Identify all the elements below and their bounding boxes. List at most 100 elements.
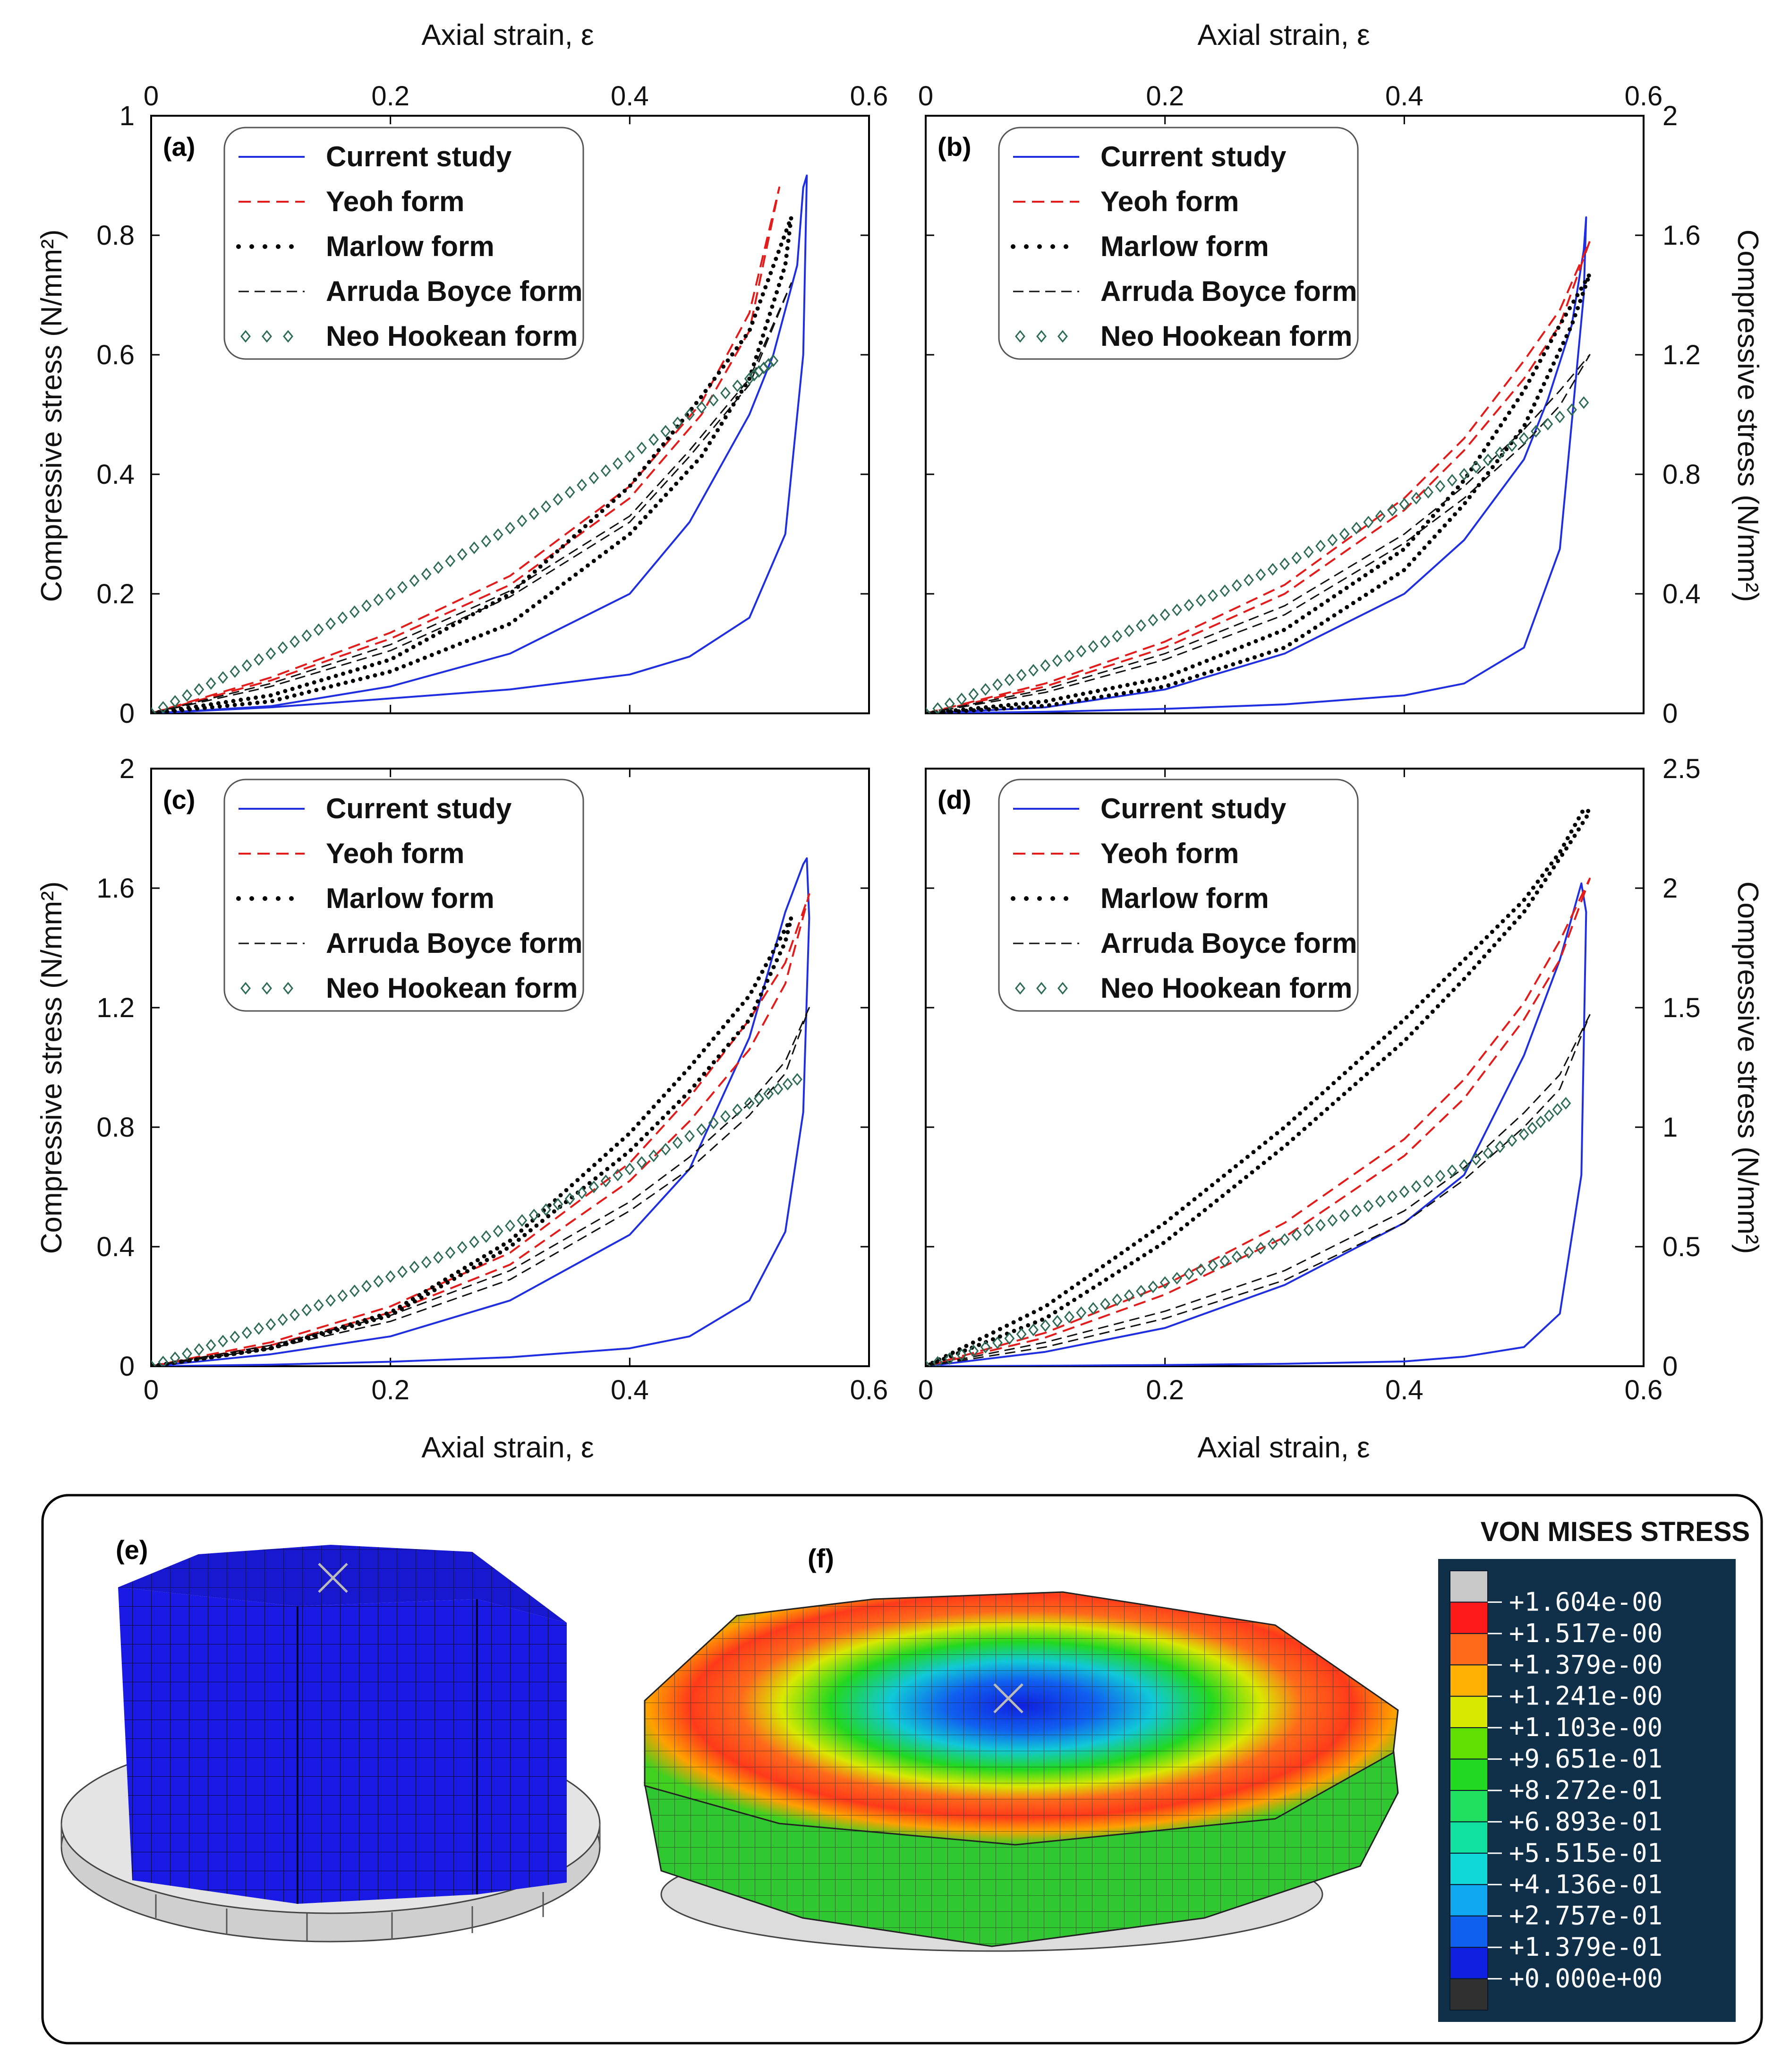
panel-c-xlabel-bottom: Axial strain, ε — [421, 1431, 594, 1464]
series-neo-hookean-form-point — [932, 1356, 943, 1366]
series-neo-hookean-form-point — [1088, 1302, 1099, 1315]
y-tick-label: 0.4 — [1662, 579, 1701, 609]
series-neo-hookean-form-point — [1004, 1332, 1015, 1345]
y-tick-label: 1.2 — [1662, 340, 1701, 370]
panel-b: 0 0.2 0.4 0.6 0 0.4 0.8 1.2 1.6 2 (b) Axial strai… — [918, 19, 1764, 729]
legend-label: Yeoh form — [1100, 838, 1239, 869]
series-neo-hookean-form-point — [493, 1224, 503, 1238]
series-neo-hookean-form-point — [1303, 1224, 1314, 1236]
series-neo-hookean-form-point — [672, 1136, 683, 1149]
series-neo-hookean-form-point — [325, 1294, 336, 1307]
series-neo-hookean-form-point — [753, 1092, 764, 1105]
series-neo-hookean-form-point — [541, 1203, 551, 1216]
series-neo-hookean-form-point — [577, 479, 587, 492]
series-neo-hookean-form-point — [660, 425, 671, 438]
colorbar-value: +1.517e-00 — [1509, 1618, 1662, 1648]
series-neo-hookean-form-point — [481, 1230, 492, 1243]
series-yeoh-form — [151, 893, 810, 1366]
series-neo-hookean-form-point — [1507, 439, 1517, 452]
series-neo-hookean-form-point — [1052, 654, 1063, 668]
legend-label: Marlow form — [1100, 882, 1269, 914]
series-yeoh-form — [151, 186, 780, 713]
series-neo-hookean-form-point — [553, 1198, 563, 1211]
series-neo-hookean-form-point — [1244, 1246, 1254, 1259]
y-tick-label: 1.6 — [1662, 220, 1701, 251]
series-neo-hookean-form-point — [481, 535, 492, 548]
series-neo-hookean-form-point — [1315, 539, 1326, 553]
y-tick-label: 0.2 — [96, 579, 135, 609]
series-neo-hookean-form-point — [457, 548, 468, 561]
series-neo-hookean-form-point — [445, 1246, 456, 1259]
series-neo-hookean-form-point — [1423, 1174, 1433, 1188]
series-neo-hookean-form-point — [1172, 1272, 1182, 1285]
series-marlow-form — [926, 807, 1592, 1366]
series-neo-hookean-form-point — [1184, 599, 1194, 612]
colorbar-swatch — [1449, 1695, 1488, 1729]
panel-a-label: (a) — [163, 132, 195, 162]
series-neo-hookean-form-point — [1195, 1263, 1206, 1276]
series-neo-hookean-form-point — [1040, 659, 1051, 672]
series-neo-hookean-form-point — [1255, 568, 1266, 581]
x-tick-label: 0.2 — [371, 81, 409, 111]
legend-label: Marlow form — [326, 882, 494, 914]
series-neo-hookean-form-point — [505, 522, 515, 535]
series-neo-hookean-form-point — [636, 441, 647, 454]
series-neo-hookean-form-point — [1399, 1185, 1410, 1198]
series-neo-hookean-form-point — [290, 635, 300, 648]
series-neo-hookean-form-point — [956, 1348, 967, 1361]
colorbar-swatch — [1449, 1601, 1488, 1634]
legend-label: Current study — [1100, 793, 1287, 824]
base-plate-segments — [60, 1824, 601, 1941]
legend-label: Arruda Boyce form — [1100, 927, 1357, 959]
y-tick-label: 0.8 — [1662, 459, 1701, 490]
series-current-study — [151, 857, 810, 1366]
series-neo-hookean-form-point — [1100, 1298, 1110, 1310]
x-tick-label: 0.4 — [1385, 81, 1423, 111]
legend-marker — [1057, 330, 1068, 343]
series-neo-hookean-form-point — [1124, 625, 1134, 637]
legend-marker — [262, 330, 272, 343]
series-neo-hookean-form-point — [1124, 1289, 1134, 1302]
series-neo-hookean-form-point — [1535, 1115, 1546, 1129]
series-neo-hookean-form-point — [968, 688, 979, 701]
series-neo-hookean-form-point — [1136, 619, 1146, 632]
x-tick-label: 0.2 — [1146, 81, 1184, 111]
series-neo-hookean-form-point — [1219, 1254, 1230, 1267]
series-neo-hookean-form-point — [1531, 425, 1541, 438]
colorbar-swatch — [1449, 1633, 1488, 1666]
legend-marker — [1036, 330, 1047, 343]
y-tick-label: 0.5 — [1662, 1232, 1701, 1262]
x-tick-label: 0 — [918, 1375, 933, 1405]
y-tick-label: 1 — [119, 101, 135, 131]
series-neo-hookean-form-point — [1387, 1190, 1398, 1203]
colorbar-value: +4.136e-01 — [1509, 1869, 1662, 1899]
mesh-undeformed — [60, 1545, 601, 1943]
panel-a-ticks: 0 0.2 0.4 0.6 0 0.2 0.4 0.6 0.8 1 — [96, 81, 888, 729]
y-tick-label: 1.5 — [1662, 993, 1701, 1023]
fem-label-e: (e) — [116, 1535, 148, 1565]
series-neo-hookean-form-point — [696, 401, 707, 414]
series-neo-hookean-form-point — [151, 707, 156, 713]
series-neo-hookean-form-point — [361, 1280, 372, 1293]
series-yeoh-form — [926, 877, 1591, 1366]
fem-panel: (e) (f) — [41, 1494, 1763, 2045]
colorbar-value: +1.379e-01 — [1509, 1932, 1662, 1962]
series-neo-hookean-form-point — [469, 541, 479, 554]
deformed-mesh — [645, 1592, 1398, 1845]
legend-label: Arruda Boyce form — [326, 275, 582, 307]
series-neo-hookean-form-point — [1231, 1250, 1242, 1263]
series-neo-hookean-form-point — [1375, 1195, 1386, 1208]
series-neo-hookean-form-point — [553, 493, 563, 506]
series-neo-hookean-form-point — [301, 629, 312, 642]
series-neo-hookean-form-point — [968, 1344, 979, 1357]
legend-marker — [1015, 330, 1025, 343]
series-neo-hookean-form-point — [744, 1097, 755, 1110]
series-neo-hookean-form-point — [926, 707, 931, 713]
panel-d-ticks: 0 0.2 0.4 0.600.511.522.5 — [918, 753, 1701, 1405]
series-neo-hookean-form-point — [1052, 1315, 1063, 1328]
x-tick-label: 0.2 — [1146, 1375, 1184, 1405]
series-neo-hookean-form-point — [205, 677, 216, 690]
series-neo-hookean-form-point — [1483, 1147, 1493, 1160]
series-neo-hookean-form-point — [1195, 594, 1206, 607]
series-neo-hookean-form-point — [613, 457, 623, 470]
